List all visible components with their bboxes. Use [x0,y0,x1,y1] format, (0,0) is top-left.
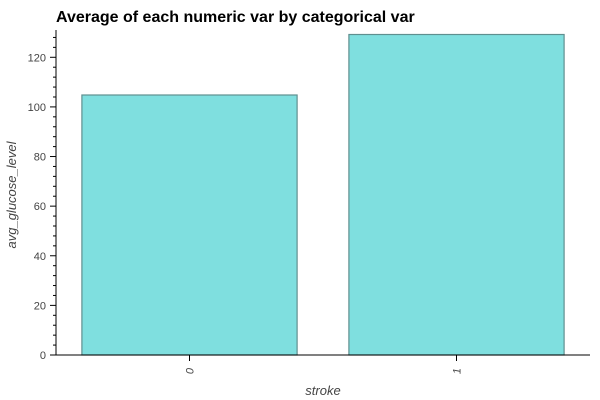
y-tick-label: 80 [34,152,46,164]
y-tick-label: 40 [34,251,46,263]
y-tick-label: 0 [40,350,46,362]
chart-title: Average of each numeric var by categoric… [56,9,415,26]
x-axis-label: stroke [305,383,340,398]
bar-0 [81,94,298,356]
bar-1 [348,33,565,356]
y-tick-label: 60 [34,201,46,213]
x-tick-label: 0 [185,367,197,374]
y-tick-label: 20 [34,300,46,312]
y-axis: 0 20 40 60 80 100 120 [28,30,57,362]
y-axis-label: avg_glucose_level [4,140,19,248]
x-tick-label: 1 [452,368,464,374]
y-tick-label: 100 [28,102,46,114]
bars-layer [81,33,565,356]
y-tick-label: 120 [28,52,46,64]
